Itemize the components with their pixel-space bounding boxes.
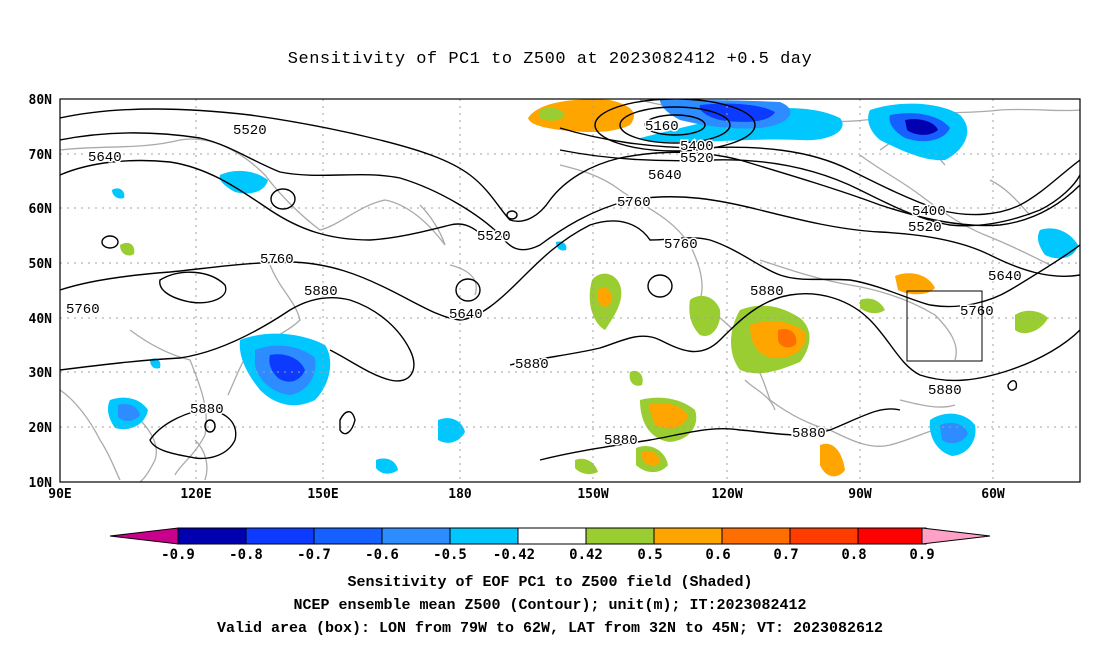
contour-5160-low bbox=[619, 106, 731, 144]
colorbar-label: 0.7 bbox=[773, 547, 798, 563]
contour-5880 bbox=[60, 297, 415, 382]
colorbar-label: -0.5 bbox=[433, 547, 467, 563]
lon-label: 150E bbox=[307, 487, 338, 502]
contour-label: 5640 bbox=[648, 168, 682, 184]
contour-label: 5760 bbox=[617, 195, 651, 211]
lon-labels: 90E 120E 150E 180 150W 120W 90W 60W bbox=[48, 487, 1005, 502]
lat-label: 50N bbox=[29, 257, 53, 272]
colorbar-low-arrow bbox=[109, 527, 179, 545]
contour-label: 5880 bbox=[792, 426, 826, 442]
caption-contour: NCEP ensemble mean Z500 (Contour); unit(… bbox=[293, 597, 807, 614]
contour-label: 5640 bbox=[449, 307, 483, 323]
colorbar-label: -0.42 bbox=[493, 547, 535, 563]
contour-label: 5400 bbox=[912, 204, 946, 220]
contour-label: 5520 bbox=[477, 229, 511, 245]
contour-label: 5640 bbox=[88, 150, 122, 166]
contour-5880-west bbox=[149, 409, 237, 460]
lon-label: 90W bbox=[848, 487, 872, 502]
colorbar-swatch bbox=[585, 527, 655, 545]
contour-label: 5760 bbox=[664, 237, 698, 253]
colorbar-swatches bbox=[177, 527, 927, 545]
colorbar-swatch bbox=[517, 527, 587, 545]
contour-high-5 bbox=[506, 210, 518, 220]
contour-label: 5520 bbox=[908, 220, 942, 236]
contour-low-2 bbox=[339, 411, 356, 435]
contour-label: 5520 bbox=[233, 123, 267, 139]
caption-shaded: Sensitivity of EOF PC1 to Z500 field (Sh… bbox=[347, 574, 753, 591]
lon-label: 180 bbox=[448, 487, 472, 502]
contour-high-2 bbox=[101, 235, 119, 249]
colorbar-label: 0.42 bbox=[569, 547, 603, 563]
colorbar-label: 0.6 bbox=[705, 547, 730, 563]
contour-5880-south bbox=[539, 408, 901, 461]
contour-label: 5760 bbox=[66, 302, 100, 318]
lon-label: 60W bbox=[981, 487, 1005, 502]
colorbar-swatch bbox=[449, 527, 519, 545]
gridlines bbox=[60, 99, 1080, 482]
contour-high-3 bbox=[455, 278, 481, 302]
map-frame bbox=[59, 98, 1081, 483]
colorbar-swatch bbox=[789, 527, 859, 545]
colorbar-label: -0.6 bbox=[365, 547, 399, 563]
lat-label: 80N bbox=[29, 93, 53, 108]
colorbar: -0.9 -0.8 -0.7 -0.6 -0.5 -0.42 0.42 0.5 … bbox=[109, 527, 991, 563]
lon-label: 120E bbox=[180, 487, 211, 502]
lat-label: 30N bbox=[29, 366, 53, 381]
colorbar-label: 0.9 bbox=[909, 547, 934, 563]
contour-low-1 bbox=[159, 271, 227, 304]
lat-label: 20N bbox=[29, 421, 53, 436]
contour-high-1 bbox=[270, 188, 296, 210]
sensitivity-map: 5520 5640 5160 5400 5520 5640 5760 5400 … bbox=[29, 93, 1081, 502]
contour-label: 5880 bbox=[515, 357, 549, 373]
colorbar-swatch bbox=[653, 527, 723, 545]
shaded-sensitivity bbox=[107, 99, 1078, 477]
contour-label: 5880 bbox=[190, 402, 224, 418]
contour-5520-east bbox=[559, 149, 1080, 227]
lat-labels: 80N 70N 60N 50N 40N 30N 20N 10N bbox=[29, 93, 53, 491]
contour-label: 5880 bbox=[604, 433, 638, 449]
colorbar-label: 0.5 bbox=[637, 547, 662, 563]
colorbar-label: 0.8 bbox=[841, 547, 866, 563]
colorbar-swatch bbox=[245, 527, 315, 545]
contour-label: 5880 bbox=[750, 284, 784, 300]
colorbar-labels: -0.9 -0.8 -0.7 -0.6 -0.5 -0.42 0.42 0.5 … bbox=[161, 547, 935, 563]
colorbar-label: -0.9 bbox=[161, 547, 195, 563]
contour-label: 5640 bbox=[988, 269, 1022, 285]
contour-label: 5760 bbox=[260, 252, 294, 268]
caption-valid-area: Valid area (box): LON from 79W to 62W, L… bbox=[216, 620, 884, 637]
contour-label: 5160 bbox=[645, 119, 679, 135]
colorbar-swatch bbox=[721, 527, 791, 545]
colorbar-swatch bbox=[313, 527, 383, 545]
contour-high-6 bbox=[204, 419, 216, 433]
contour-high-4 bbox=[647, 274, 673, 298]
lat-label: 70N bbox=[29, 148, 53, 163]
contour-5640-west bbox=[60, 159, 491, 241]
contour-labels: 5520 5640 5160 5400 5520 5640 5760 5400 … bbox=[65, 118, 1024, 451]
contour-5760 bbox=[60, 220, 1080, 321]
contour-5640-main bbox=[60, 132, 1080, 277]
map-title: Sensitivity of PC1 to Z500 at 2023082412… bbox=[287, 50, 813, 69]
contour-label: 5880 bbox=[304, 284, 338, 300]
lat-label: 10N bbox=[29, 476, 53, 491]
lon-label: 120W bbox=[711, 487, 742, 502]
contour-label: 5400 bbox=[680, 139, 714, 155]
lon-label: 90E bbox=[48, 487, 71, 502]
colorbar-label: -0.7 bbox=[297, 547, 331, 563]
contour-label: 5520 bbox=[680, 151, 714, 167]
contour-5400 bbox=[559, 127, 1080, 216]
z500-contours bbox=[60, 99, 1080, 461]
contour-label: 5880 bbox=[928, 383, 962, 399]
valid-area-box bbox=[906, 290, 983, 362]
lat-label: 40N bbox=[29, 312, 53, 327]
colorbar-swatch bbox=[857, 527, 927, 545]
lat-label: 60N bbox=[29, 202, 53, 217]
contour-5880-east bbox=[509, 293, 1080, 382]
contour-low-3 bbox=[1007, 380, 1018, 391]
colorbar-swatch bbox=[177, 527, 247, 545]
lon-label: 150W bbox=[577, 487, 608, 502]
colorbar-swatch bbox=[381, 527, 451, 545]
colorbar-high-arrow bbox=[921, 527, 991, 545]
colorbar-label: -0.8 bbox=[229, 547, 263, 563]
contour-label: 5760 bbox=[960, 304, 994, 320]
